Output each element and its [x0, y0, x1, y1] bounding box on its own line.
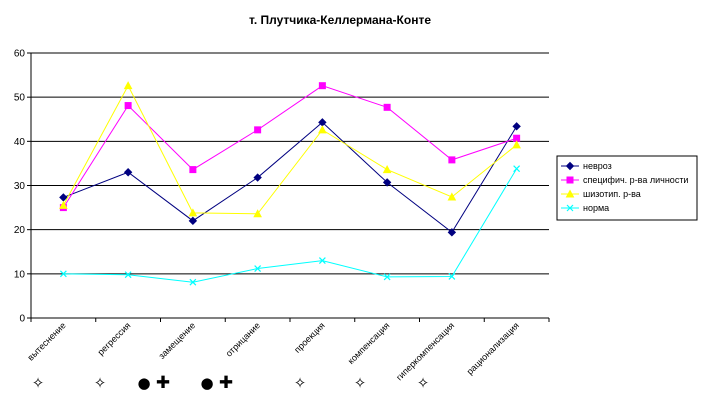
data-point: [123, 81, 133, 90]
series-triangle: [59, 81, 521, 218]
data-point: [124, 271, 132, 279]
data-point: [383, 103, 391, 111]
legend: невроз специфич. р-ва личности шизотип. р-…: [556, 155, 698, 221]
series-line: [62, 84, 517, 215]
data-point: [123, 168, 133, 177]
data-point: [189, 278, 197, 286]
data-point: [448, 156, 456, 164]
dot-icon: ●: [200, 374, 213, 392]
data-point: [447, 192, 457, 201]
series-line: [63, 121, 518, 234]
x-tick-label: рационализация: [465, 320, 521, 376]
data-point: [59, 200, 68, 209]
x-tick-label: отрицание: [224, 320, 262, 358]
data-point: [448, 273, 456, 280]
x-tick-label: проекция: [292, 320, 327, 355]
y-tick-label: 40: [14, 137, 26, 148]
x-axis-ticks: вытеснение регрессия замещение отрицание про…: [26, 318, 550, 382]
cross-icon: ✚: [219, 373, 233, 393]
y-tick-label: 60: [14, 49, 26, 60]
series-x: [59, 165, 521, 286]
data-point: [124, 102, 132, 110]
data-point: [447, 228, 457, 237]
legend-swatch-marker: [566, 204, 574, 212]
legend-item: невроз: [561, 161, 612, 171]
data-point: [59, 270, 67, 278]
data-point: [253, 173, 262, 182]
data-point: [513, 165, 521, 173]
data-point: [383, 273, 391, 281]
dot-icon: ●: [137, 374, 150, 392]
y-axis-ticks: 0 10 20 30 40 50 60: [14, 49, 31, 325]
data-point: [512, 122, 521, 131]
legend-label: невроз: [583, 161, 612, 171]
cross-icon: ✚: [156, 373, 170, 393]
data-point: [254, 126, 262, 134]
data-point: [318, 257, 326, 265]
y-tick-label: 30: [14, 181, 26, 192]
data-point: [189, 166, 197, 174]
series-square: [59, 82, 521, 212]
legend-box: [556, 155, 698, 221]
x-tick-label: замещение: [157, 320, 198, 361]
data-point: [253, 209, 262, 218]
y-tick-label: 10: [14, 269, 26, 280]
sparkle-icon: ✧: [294, 374, 307, 392]
data-point: [318, 125, 327, 134]
series-line: [62, 85, 517, 208]
legend-swatch-marker: [566, 176, 574, 184]
legend-swatch-marker: [565, 161, 575, 171]
legend-item: шизотип. р-ва: [561, 189, 641, 199]
data-point: [188, 216, 198, 226]
sparkle-icon: ✧: [354, 374, 367, 392]
y-tick-label: 0: [19, 314, 25, 325]
sparkle-icon: ✧: [32, 374, 45, 392]
legend-item: специфич. р-ва личности: [561, 175, 688, 185]
legend-item: норма: [561, 203, 609, 213]
data-point: [512, 140, 521, 149]
data-point: [254, 265, 262, 272]
gridlines: [31, 52, 549, 275]
x-tick-label: компенсация: [346, 320, 392, 366]
legend-label: шизотип. р-ва: [583, 189, 641, 199]
sparkle-icon: ✧: [94, 374, 107, 392]
series-line: [63, 168, 518, 283]
y-tick-label: 50: [14, 93, 26, 104]
chart-title: т. Плутчика-Келлермана-Конте: [249, 13, 431, 27]
sparkle-icon: ✧: [417, 374, 430, 392]
series-diamond: [59, 118, 521, 237]
data-point: [188, 208, 198, 217]
data-point: [382, 178, 392, 187]
data-point: [318, 82, 326, 90]
bottom-symbols: ✧ ✧ ● ✚ ● ✚ ✧ ✧ ✧: [32, 373, 430, 393]
legend-swatch-marker: [565, 189, 575, 198]
series-group: [59, 81, 521, 286]
x-tick-label: вытеснение: [26, 320, 68, 362]
legend-label: специфич. р-ва личности: [583, 175, 688, 185]
data-point: [382, 165, 392, 174]
x-tick-label: регрессия: [96, 320, 133, 357]
y-tick-label: 20: [14, 225, 26, 236]
legend-label: норма: [583, 203, 609, 213]
